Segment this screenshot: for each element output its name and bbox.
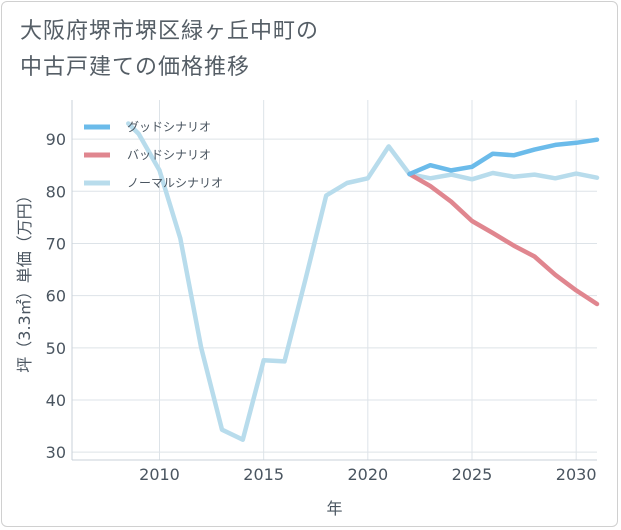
x-tick-label: 2025: [452, 465, 493, 484]
chart-title-line-2: 中古戸建ての価格推移: [20, 55, 251, 80]
x-axis-title: 年: [326, 499, 342, 518]
x-tick-label: 2020: [347, 465, 388, 484]
x-tick-label: 2010: [139, 465, 180, 484]
y-tick-label: 60: [46, 287, 66, 306]
legend-label[interactable]: バッドシナリオ: [127, 148, 211, 162]
axes: 30 40 50 60 70 80 90 2010 2015 2020 2025 2030: [46, 100, 597, 484]
chart-title-line-1: 大阪府堺市堺区緑ヶ丘中町の: [20, 19, 320, 44]
grid-lines: [72, 100, 597, 460]
x-tick-label: 2015: [243, 465, 284, 484]
y-tick-label: 30: [46, 443, 66, 462]
x-tick-label: 2030: [556, 465, 597, 484]
series-line-0: [407, 137, 600, 177]
y-tick-label: 90: [46, 130, 66, 149]
y-tick-label: 80: [46, 182, 66, 201]
series-line-2: [126, 121, 600, 442]
series-line-1: [407, 171, 600, 307]
y-tick-label: 40: [46, 391, 66, 410]
series-lines: [126, 121, 600, 442]
y-tick-label: 70: [46, 234, 66, 253]
y-tick-label: 50: [46, 339, 66, 358]
legend-label[interactable]: ノーマルシナリオ: [127, 176, 223, 190]
y-axis-title: 坪（3.3㎡）単価（万円）: [15, 187, 34, 372]
chart-title: 大阪府堺市堺区緑ヶ丘中町の 中古戸建ての価格推移: [20, 14, 500, 86]
legend-label[interactable]: グッドシナリオ: [127, 120, 211, 134]
